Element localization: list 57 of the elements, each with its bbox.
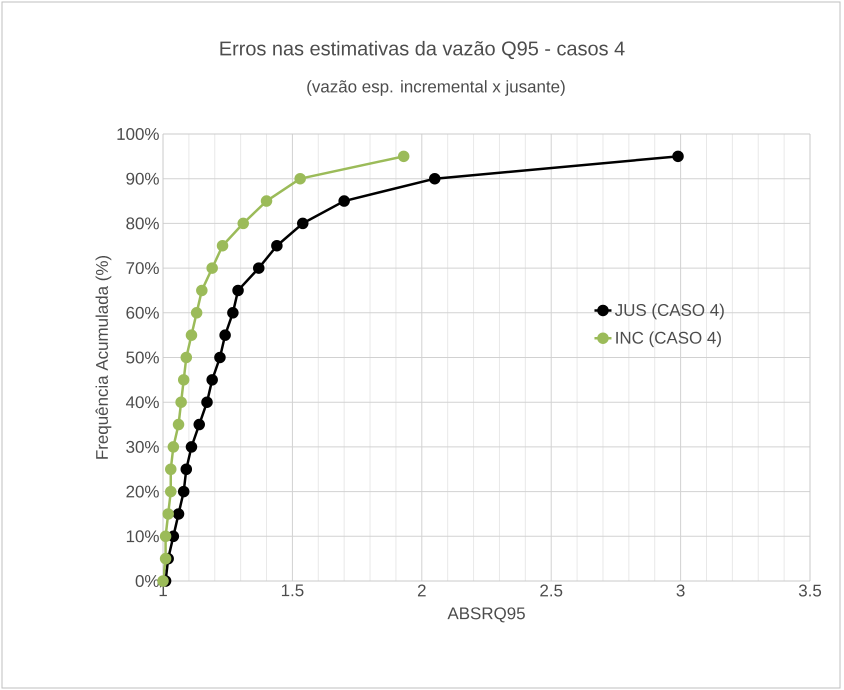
y-tick-label: 90% <box>126 172 159 185</box>
point <box>175 396 187 408</box>
point <box>165 486 177 498</box>
chart-subtitle: (vazão esp. incremental x jusante) <box>307 80 565 96</box>
y-tick-label: 40% <box>126 396 159 408</box>
x-tick-label: 1.5 <box>282 584 304 596</box>
y-tick-label: 70% <box>126 262 159 274</box>
point <box>297 218 309 230</box>
y-tick-label: 50% <box>126 352 159 364</box>
point <box>178 374 190 386</box>
point <box>180 352 192 364</box>
point <box>253 262 265 274</box>
y-tick-label: 100% <box>117 128 159 140</box>
x-tick-label: 3 <box>676 584 685 597</box>
point <box>162 508 174 520</box>
point <box>168 441 180 453</box>
y-axis-title: Frequência Acumulada (%) <box>95 256 112 459</box>
point <box>160 552 172 564</box>
point <box>190 307 202 319</box>
point <box>172 508 184 520</box>
y-tick-label: 20% <box>126 486 159 498</box>
point <box>193 418 205 430</box>
point <box>214 352 226 364</box>
point <box>172 418 184 430</box>
x-tick-label: 2 <box>418 584 426 596</box>
point <box>186 329 198 341</box>
point <box>196 284 208 296</box>
point <box>219 329 231 341</box>
point <box>178 486 190 498</box>
x-tick-label: 3.5 <box>798 584 822 597</box>
x-tick-label: 2.5 <box>540 584 562 597</box>
point <box>428 172 440 184</box>
point <box>227 307 239 319</box>
point <box>201 396 213 408</box>
point <box>338 195 350 207</box>
point <box>216 240 228 252</box>
point <box>271 240 283 252</box>
y-tick-label: 10% <box>126 530 159 542</box>
point <box>260 195 272 207</box>
point <box>237 218 249 230</box>
chart-title: Erros nas estimativas da vazão Q95 - casos 4 <box>220 40 625 60</box>
point <box>180 463 192 475</box>
point <box>672 150 684 162</box>
point <box>206 262 218 274</box>
point <box>186 441 198 453</box>
legend-label: JUS (CASO 4) <box>614 304 724 320</box>
y-tick-label: 80% <box>126 217 159 230</box>
y-tick-label: 60% <box>126 306 159 319</box>
point <box>165 463 177 475</box>
point <box>206 374 218 386</box>
point <box>294 172 306 184</box>
legend-label: INC (CASO 4) <box>616 331 721 348</box>
point <box>160 530 172 542</box>
point <box>232 284 244 296</box>
point <box>398 150 410 162</box>
y-tick-label: 30% <box>126 440 159 453</box>
x-axis-title: ABSRQ95 <box>447 607 525 622</box>
